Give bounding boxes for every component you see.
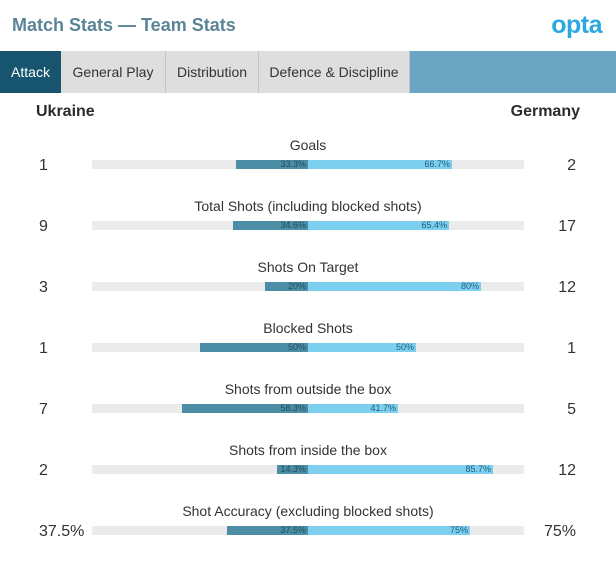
stat-row: Shots from inside the box 2 12 14.3% 85.7% — [0, 442, 616, 490]
tab-general-play[interactable]: General Play — [61, 51, 166, 93]
stat-pct-right: 65.4% — [421, 220, 447, 230]
stat-bar-track: 14.3% 85.7% — [92, 464, 524, 474]
stat-bar-right — [308, 160, 452, 169]
stat-row: Total Shots (including blocked shots) 9 17… — [0, 198, 616, 246]
tab-distribution[interactable]: Distribution — [166, 51, 259, 93]
tab-attack[interactable]: Attack — [0, 51, 61, 93]
stat-bar-right — [308, 526, 470, 535]
stat-label: Shots from outside the box — [224, 381, 392, 397]
stat-bar-track: 58.3% 41.7% — [92, 403, 524, 413]
stat-label: Shots from inside the box — [229, 442, 387, 458]
stat-bar-right — [308, 465, 493, 474]
tab-bar: Attack General Play Distribution Defence… — [0, 51, 616, 93]
stat-value-left: 9 — [39, 218, 48, 235]
stat-row: Shots from outside the box 7 5 58.3% 41.7% — [0, 381, 616, 429]
stat-value-left: 2 — [39, 462, 48, 479]
stat-pct-left: 33.3% — [280, 159, 306, 169]
stat-pct-left: 20% — [287, 281, 306, 291]
stat-pct-left: 50% — [287, 342, 306, 352]
stat-pct-right: 41.7% — [370, 403, 396, 413]
stat-label: Total Shots (including blocked shots) — [194, 198, 422, 214]
stat-pct-right: 85.7% — [465, 464, 491, 474]
stat-pct-right: 66.7% — [424, 159, 450, 169]
stat-pct-right: 50% — [395, 342, 414, 352]
team-name-left: Ukraine — [36, 103, 95, 120]
stat-label: Goals — [289, 137, 327, 153]
stat-value-right: 12 — [558, 462, 576, 479]
stat-value-right: 75% — [543, 523, 576, 540]
stat-pct-right: 80% — [460, 281, 479, 291]
stat-value-right: 12 — [558, 279, 576, 296]
stat-label: Blocked Shots — [263, 320, 353, 336]
stat-bar-left — [227, 526, 308, 535]
stat-row: Shot Accuracy (excluding blocked shots) 3… — [0, 503, 616, 551]
stat-label: Shot Accuracy (excluding blocked shots) — [182, 503, 434, 519]
stat-pct-left: 58.3% — [280, 403, 306, 413]
stat-value-right: 1 — [567, 340, 576, 357]
stat-row: Shots On Target 3 12 20% 80% — [0, 259, 616, 307]
stat-row: Blocked Shots 1 1 50% 50% — [0, 320, 616, 368]
stat-bar-left — [277, 465, 308, 474]
stat-value-left: 37.5% — [39, 523, 85, 540]
stat-bar-right — [308, 343, 416, 352]
page-title: Match Stats — Team Stats — [12, 14, 236, 35]
stat-pct-left: 34.6% — [280, 220, 306, 230]
stat-bar-track: 34.6% 65.4% — [92, 220, 524, 230]
stat-bar-left — [236, 160, 308, 169]
stat-value-right: 17 — [558, 218, 576, 235]
stat-bar-left — [265, 282, 308, 291]
team-name-right: Germany — [510, 103, 580, 120]
stat-value-left: 7 — [39, 401, 48, 418]
tab-defence-discipline[interactable]: Defence & Discipline — [259, 51, 410, 93]
stat-pct-left: 37.5% — [280, 525, 306, 535]
header: Match Stats — Team Stats opta — [0, 0, 616, 50]
stat-pct-right: 75% — [449, 525, 468, 535]
team-names-row: Ukraine Germany — [0, 103, 616, 125]
opta-logo[interactable]: opta — [551, 10, 602, 39]
stat-bar-track: 50% 50% — [92, 342, 524, 352]
stat-label: Shots On Target — [257, 259, 359, 275]
stat-value-right: 2 — [567, 157, 576, 174]
stat-bar-track: 20% 80% — [92, 281, 524, 291]
stat-bar-right — [308, 282, 481, 291]
stat-bar-left — [233, 221, 308, 230]
stat-bar-right — [308, 404, 398, 413]
stat-value-left: 3 — [39, 279, 48, 296]
stat-value-left: 1 — [39, 340, 48, 357]
stat-bar-right — [308, 221, 449, 230]
stat-bar-left — [182, 404, 308, 413]
stat-bar-track: 37.5% 75% — [92, 525, 524, 535]
stat-bar-track: 33.3% 66.7% — [92, 159, 524, 169]
stat-bar-left — [200, 343, 308, 352]
stat-pct-left: 14.3% — [280, 464, 306, 474]
stat-value-left: 1 — [39, 157, 48, 174]
stat-row: Goals 1 2 33.3% 66.7% — [0, 137, 616, 185]
stat-value-right: 5 — [567, 401, 576, 418]
